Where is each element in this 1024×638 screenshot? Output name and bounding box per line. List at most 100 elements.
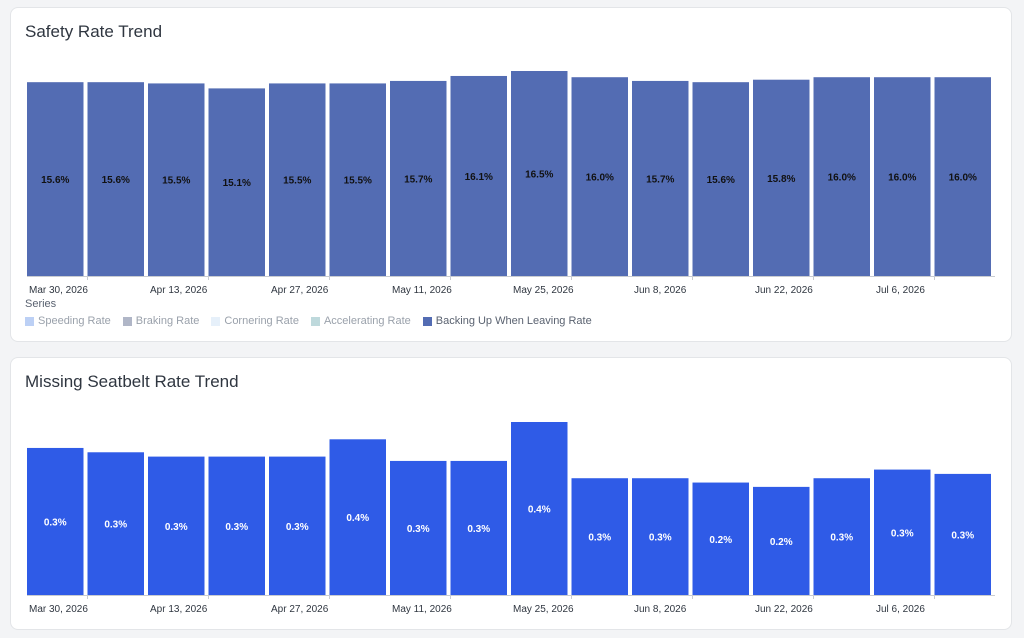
bar[interactable] bbox=[753, 79, 810, 276]
bar-data-label: 0.3% bbox=[830, 533, 853, 544]
bar[interactable] bbox=[692, 482, 750, 595]
bar-data-label: 0.3% bbox=[407, 524, 430, 535]
legend-label: Backing Up When Leaving Rate bbox=[435, 315, 592, 327]
bar[interactable] bbox=[934, 473, 992, 595]
bar-data-label: 0.3% bbox=[649, 533, 672, 544]
bar-data-label: 15.7% bbox=[404, 174, 432, 185]
bar[interactable] bbox=[148, 456, 205, 595]
bar[interactable] bbox=[571, 478, 629, 595]
legend-swatch bbox=[310, 316, 320, 326]
bar-data-label: 0.3% bbox=[588, 533, 611, 544]
x-tick-label: Mar 30, 2026 bbox=[29, 285, 88, 296]
bar-data-label: 0.3% bbox=[165, 522, 188, 533]
bar-data-label: 0.3% bbox=[951, 530, 974, 541]
bar-data-label: 0.2% bbox=[709, 535, 732, 546]
legend-swatch bbox=[211, 316, 221, 326]
bar-data-label: 15.6% bbox=[41, 175, 69, 186]
bar[interactable] bbox=[450, 460, 508, 595]
bar-data-label: 16.0% bbox=[888, 173, 916, 184]
bar-data-label: 15.6% bbox=[102, 175, 130, 186]
legend-swatch bbox=[122, 316, 132, 326]
legend-swatch bbox=[422, 316, 432, 326]
legend-item[interactable]: Speeding Rate bbox=[25, 315, 111, 327]
legend-item[interactable]: Cornering Rate bbox=[211, 315, 299, 327]
safety-rate-card: Safety Rate Trend 15.6% 15.6% 15.5% 15.1% 15… bbox=[10, 7, 1012, 342]
bar[interactable] bbox=[390, 80, 447, 276]
legend-item[interactable]: Backing Up When Leaving Rate bbox=[422, 315, 592, 327]
bar-data-label: 15.1% bbox=[223, 178, 251, 189]
bar[interactable] bbox=[208, 456, 266, 595]
bar-data-label: 0.3% bbox=[467, 524, 490, 535]
bar[interactable] bbox=[329, 439, 387, 595]
bar[interactable] bbox=[632, 80, 689, 276]
safety-chart-title: Safety Rate Trend bbox=[25, 22, 163, 41]
x-tick-label: Apr 27, 2026 bbox=[271, 285, 329, 296]
bar-data-label: 0.2% bbox=[770, 537, 793, 548]
x-tick-label: May 11, 2026 bbox=[392, 285, 452, 296]
bar-data-label: 0.3% bbox=[891, 528, 914, 539]
bar-data-label: 15.5% bbox=[162, 176, 190, 187]
x-tick-label: Jul 6, 2026 bbox=[876, 604, 925, 615]
bar-data-label: 0.3% bbox=[225, 522, 248, 533]
legend-swatch bbox=[25, 316, 34, 326]
bar[interactable] bbox=[934, 77, 992, 277]
bar-data-label: 15.6% bbox=[707, 175, 735, 186]
bar-data-label: 16.0% bbox=[828, 173, 856, 184]
bar-data-label: 0.4% bbox=[528, 505, 551, 516]
bar[interactable] bbox=[874, 77, 931, 277]
bar[interactable] bbox=[269, 456, 326, 595]
bar[interactable] bbox=[511, 422, 568, 595]
legend-items: Speeding Rate Braking Rate Cornering Rate A… bbox=[25, 315, 592, 327]
x-tick-label: Jun 22, 2026 bbox=[755, 285, 813, 296]
bar[interactable] bbox=[874, 469, 931, 595]
bar[interactable] bbox=[269, 83, 326, 276]
bar[interactable] bbox=[571, 77, 629, 277]
bar-data-label: 0.3% bbox=[44, 517, 67, 528]
legend-title: Series bbox=[25, 298, 57, 310]
x-tick-label: Apr 27, 2026 bbox=[271, 604, 329, 615]
safety-rate-chart: 15.6% 15.6% 15.5% 15.1% 15.5% 15.5% 15.7% 16.1%… bbox=[27, 71, 995, 296]
x-tick-label: Jun 8, 2026 bbox=[634, 604, 687, 615]
bar[interactable] bbox=[329, 83, 387, 276]
bar[interactable] bbox=[813, 77, 871, 277]
bar-data-label: 16.0% bbox=[586, 173, 614, 184]
x-tick-label: Apr 13, 2026 bbox=[150, 285, 208, 296]
legend-item[interactable]: Accelerating Rate bbox=[310, 315, 411, 327]
x-tick-label: May 25, 2026 bbox=[513, 285, 574, 296]
x-tick-label: Apr 13, 2026 bbox=[150, 604, 208, 615]
bar-data-label: 16.0% bbox=[949, 173, 977, 184]
x-tick-label: Mar 30, 2026 bbox=[29, 604, 88, 615]
x-tick-label: Jun 22, 2026 bbox=[755, 604, 813, 615]
bar-data-label: 15.5% bbox=[283, 176, 311, 187]
x-tick-label: Jun 8, 2026 bbox=[634, 285, 687, 296]
legend-item[interactable]: Braking Rate bbox=[122, 315, 199, 327]
bar[interactable] bbox=[450, 75, 508, 276]
bar[interactable] bbox=[87, 82, 145, 277]
bar[interactable] bbox=[390, 460, 447, 595]
bar-data-label: 0.3% bbox=[286, 522, 309, 533]
seatbelt-rate-card: Missing Seatbelt Rate Trend 0.3% 0.3% 0.3%… bbox=[10, 357, 1012, 630]
bar-data-label: 16.5% bbox=[525, 170, 553, 181]
bar-data-label: 16.1% bbox=[465, 172, 493, 183]
x-tick-label: May 25, 2026 bbox=[513, 604, 574, 615]
bar-data-label: 0.3% bbox=[104, 520, 127, 531]
seatbelt-chart-title: Missing Seatbelt Rate Trend bbox=[25, 372, 239, 391]
bar[interactable] bbox=[27, 447, 84, 595]
legend-label: Cornering Rate bbox=[224, 315, 299, 327]
legend-label: Accelerating Rate bbox=[323, 315, 411, 327]
bar-data-label: 0.4% bbox=[346, 513, 369, 524]
bar[interactable] bbox=[753, 486, 810, 596]
bar[interactable] bbox=[27, 82, 84, 277]
bar[interactable] bbox=[632, 478, 689, 595]
bar-data-label: 15.7% bbox=[646, 174, 674, 185]
series-legend: Series Speeding Rate Braking Rate Cornerin… bbox=[25, 298, 592, 327]
x-tick-label: Jul 6, 2026 bbox=[876, 285, 925, 296]
bar[interactable] bbox=[208, 88, 266, 276]
bar[interactable] bbox=[148, 83, 205, 276]
bar-data-label: 15.5% bbox=[344, 176, 372, 187]
bar[interactable] bbox=[511, 71, 568, 276]
bar[interactable] bbox=[813, 478, 871, 595]
bar[interactable] bbox=[87, 452, 145, 595]
seatbelt-rate-chart: 0.3% 0.3% 0.3% 0.3% 0.3% 0.4% 0.3% 0.3% 0.4% 0.3%… bbox=[27, 422, 995, 615]
bar[interactable] bbox=[692, 82, 750, 277]
